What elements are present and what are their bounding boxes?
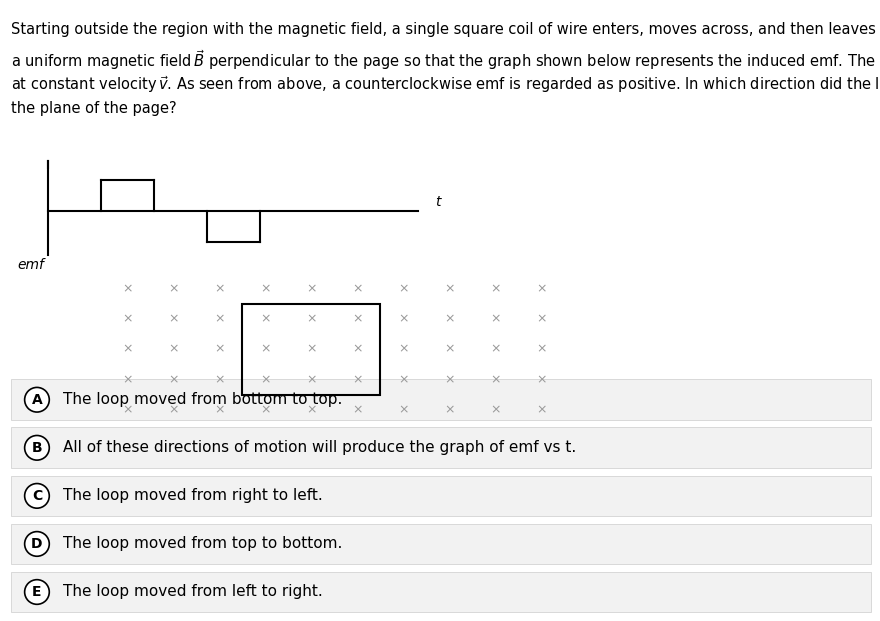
Bar bbox=[11, 572, 871, 612]
Text: E: E bbox=[33, 585, 41, 599]
Text: ×: × bbox=[168, 343, 179, 356]
Text: ×: × bbox=[214, 373, 224, 386]
Ellipse shape bbox=[25, 532, 49, 556]
Text: ×: × bbox=[444, 404, 455, 416]
Text: ×: × bbox=[352, 404, 363, 416]
Text: ×: × bbox=[490, 312, 501, 325]
Ellipse shape bbox=[25, 435, 49, 460]
Text: ×: × bbox=[122, 283, 133, 295]
Text: All of these directions of motion will produce the graph of emf vs t.: All of these directions of motion will p… bbox=[63, 440, 576, 455]
Text: ×: × bbox=[536, 343, 546, 356]
Text: ×: × bbox=[306, 312, 317, 325]
Text: ×: × bbox=[352, 283, 363, 295]
Text: ×: × bbox=[536, 404, 546, 416]
Text: ×: × bbox=[352, 312, 363, 325]
Text: ×: × bbox=[444, 343, 455, 356]
Text: a uniform magnetic field$\,\vec{B}$ perpendicular to the page so that the graph : a uniform magnetic field$\,\vec{B}$ perp… bbox=[11, 48, 880, 72]
Text: The loop moved from right to left.: The loop moved from right to left. bbox=[63, 488, 323, 504]
Text: ×: × bbox=[490, 283, 501, 295]
Text: ×: × bbox=[168, 312, 179, 325]
Text: ×: × bbox=[260, 283, 271, 295]
Ellipse shape bbox=[25, 484, 49, 508]
Text: ×: × bbox=[536, 373, 546, 386]
Text: ×: × bbox=[122, 404, 133, 416]
Text: ×: × bbox=[168, 404, 179, 416]
Text: B: B bbox=[32, 441, 42, 455]
Text: ×: × bbox=[490, 404, 501, 416]
Text: t: t bbox=[436, 195, 441, 209]
Text: ×: × bbox=[260, 373, 271, 386]
Text: ×: × bbox=[260, 404, 271, 416]
Text: ×: × bbox=[398, 283, 408, 295]
Text: ×: × bbox=[444, 373, 455, 386]
Text: The loop moved from top to bottom.: The loop moved from top to bottom. bbox=[63, 537, 342, 551]
Text: emf: emf bbox=[17, 258, 44, 272]
Text: ×: × bbox=[168, 373, 179, 386]
Text: ×: × bbox=[214, 312, 224, 325]
Text: ×: × bbox=[214, 283, 224, 295]
Text: ×: × bbox=[122, 312, 133, 325]
Text: ×: × bbox=[490, 343, 501, 356]
Text: ×: × bbox=[214, 343, 224, 356]
Bar bbox=[11, 476, 871, 516]
Text: ×: × bbox=[352, 343, 363, 356]
Text: ×: × bbox=[444, 283, 455, 295]
Text: ×: × bbox=[168, 283, 179, 295]
Text: The loop moved from left to right.: The loop moved from left to right. bbox=[63, 584, 323, 599]
Text: ×: × bbox=[536, 283, 546, 295]
Text: ×: × bbox=[306, 373, 317, 386]
Text: C: C bbox=[32, 489, 42, 503]
Bar bbox=[11, 524, 871, 564]
Text: at constant velocity$\,\vec{v}$. As seen from above, a counterclockwise emf is r: at constant velocity$\,\vec{v}$. As seen… bbox=[11, 75, 880, 96]
Text: ×: × bbox=[398, 404, 408, 416]
Text: ×: × bbox=[306, 283, 317, 295]
Bar bbox=[11, 379, 871, 420]
Ellipse shape bbox=[25, 388, 49, 412]
Text: ×: × bbox=[306, 343, 317, 356]
Text: ×: × bbox=[214, 404, 224, 416]
Text: ×: × bbox=[398, 373, 408, 386]
Ellipse shape bbox=[25, 579, 49, 604]
Text: D: D bbox=[31, 537, 43, 551]
Text: A: A bbox=[32, 392, 42, 407]
Text: ×: × bbox=[260, 312, 271, 325]
Text: ×: × bbox=[122, 373, 133, 386]
Text: ×: × bbox=[398, 343, 408, 356]
Text: ×: × bbox=[536, 312, 546, 325]
Bar bbox=[243, 304, 380, 395]
Text: The loop moved from bottom to top.: The loop moved from bottom to top. bbox=[63, 392, 342, 407]
Bar bbox=[11, 427, 871, 468]
Text: ×: × bbox=[398, 312, 408, 325]
Text: ×: × bbox=[490, 373, 501, 386]
Text: ×: × bbox=[306, 404, 317, 416]
Text: the plane of the page?: the plane of the page? bbox=[11, 101, 176, 116]
Text: ×: × bbox=[260, 343, 271, 356]
Text: ×: × bbox=[122, 343, 133, 356]
Text: ×: × bbox=[444, 312, 455, 325]
Text: Starting outside the region with the magnetic field, a single square coil of wir: Starting outside the region with the mag… bbox=[11, 22, 880, 37]
Text: ×: × bbox=[352, 373, 363, 386]
